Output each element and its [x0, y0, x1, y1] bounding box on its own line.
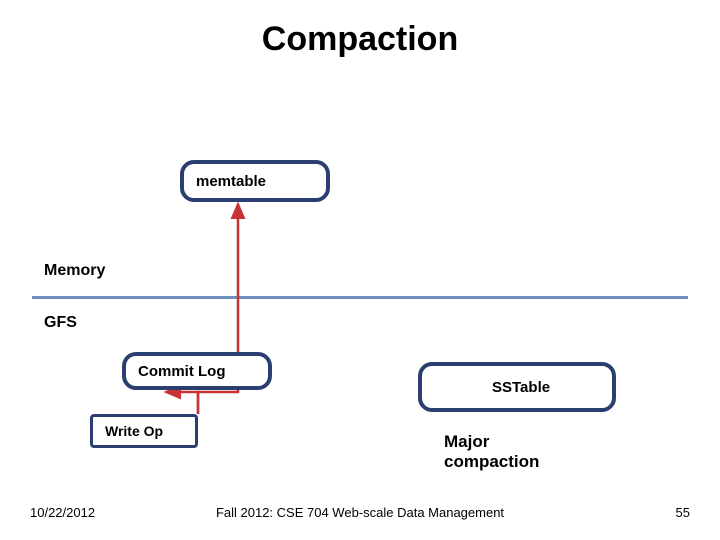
flow-arrows: [0, 0, 720, 540]
commit-log-label: Commit Log: [138, 363, 226, 380]
memtable-box: memtable: [180, 160, 330, 202]
major-compaction-label: Major compaction: [444, 432, 539, 472]
gfs-label: GFS: [44, 314, 77, 332]
footer-page-number: 55: [676, 505, 690, 520]
slide: Compaction Memory GFS Major compaction m…: [0, 0, 720, 540]
slide-title: Compaction: [0, 20, 720, 59]
memory-gfs-divider: [32, 296, 688, 299]
memory-label: Memory: [44, 262, 105, 280]
commit-log-box: Commit Log: [122, 352, 272, 390]
write-op-box: Write Op: [90, 414, 198, 448]
major-compaction-text: Major compaction: [444, 432, 539, 471]
arrow-writeop-to-commitlog: [166, 392, 198, 414]
memtable-label: memtable: [196, 173, 266, 190]
sstable-label: SSTable: [492, 379, 550, 396]
sstable-box: SSTable: [418, 362, 616, 412]
footer-center: Fall 2012: CSE 704 Web-scale Data Manage…: [0, 505, 720, 520]
write-op-label: Write Op: [105, 423, 163, 439]
